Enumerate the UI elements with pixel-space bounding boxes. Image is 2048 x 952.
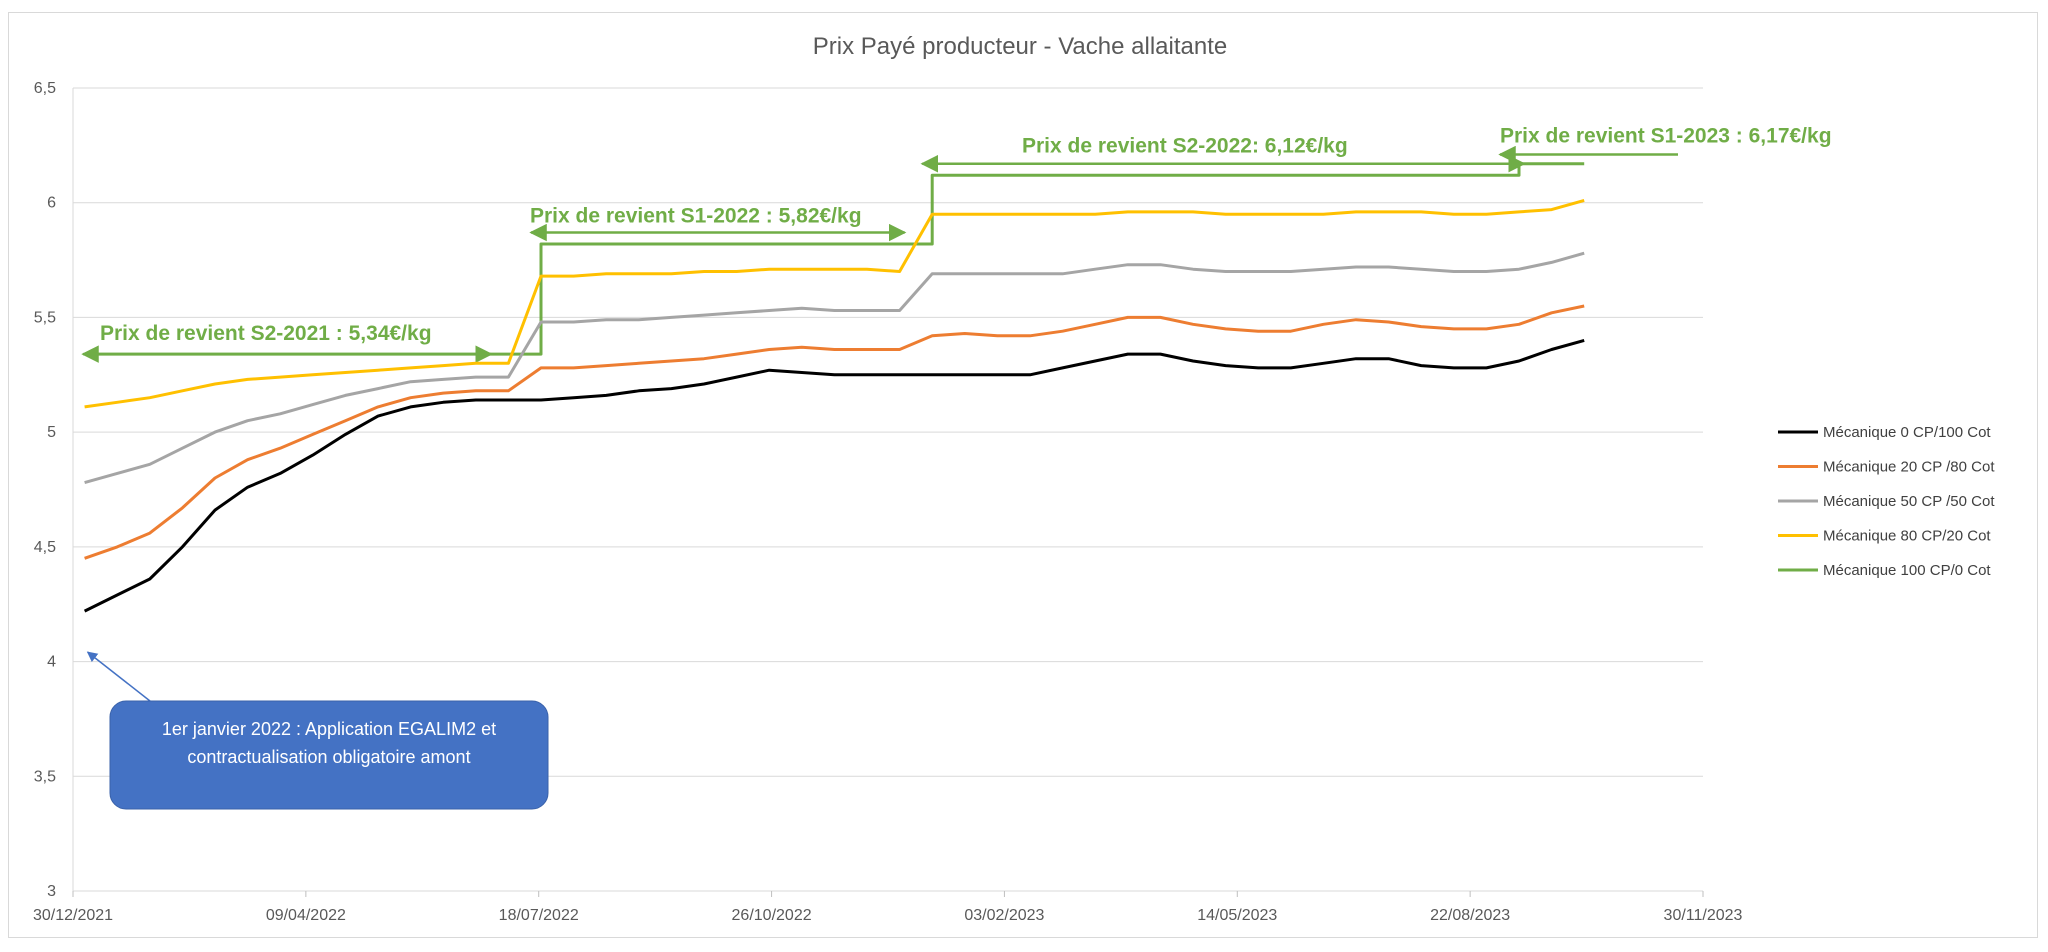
legend-label: Mécanique 0 CP/100 Cot [1823,424,1991,441]
x-tick-label: 30/11/2023 [1664,907,1743,924]
y-tick-label: 3 [47,883,56,900]
legend-label: Mécanique 100 CP/0 Cot [1823,562,1991,579]
x-tick-label: 03/02/2023 [964,907,1044,924]
series-line [83,338,1585,613]
x-tick-label: 09/04/2022 [266,907,346,924]
y-tick-label: 5 [47,424,56,441]
x-tick-label: 22/08/2023 [1430,907,1510,924]
x-tick-label: 30/12/2021 [33,907,113,924]
legend-label: Mécanique 50 CP /50 Cot [1823,493,1995,510]
x-tick-label: 26/10/2022 [732,907,812,924]
callout-text-line2: contractualisation obligatoire amont [187,747,470,767]
chart-title: Prix Payé producteur - Vache allaitante [813,33,1227,60]
y-tick-label: 4,5 [34,539,56,556]
y-tick-label: 6,5 [34,80,56,97]
callout-text-line1: 1er janvier 2022 : Application EGALIM2 e… [162,719,496,739]
y-tick-label: 5,5 [34,309,56,326]
y-tick-label: 3,5 [34,768,56,785]
x-axis-ticks: 30/12/2021 09/04/2022 18/07/2022 26/10/2022… [33,891,1743,924]
series-lines [83,162,1585,613]
chart-frame [8,12,2038,938]
series-line [84,198,1585,409]
x-tick-label: 14/05/2023 [1197,907,1277,924]
annotation-label-s2-2022: Prix de revient S2-2022: 6,12€/kg [1022,135,1348,158]
series-line [84,251,1585,485]
annotation-label-s2-2021: Prix de revient S2-2021 : 5,34€/kg [100,322,432,345]
annotation-label-s1-2023: Prix de revient S1-2023 : 6,17€/kg [1500,125,1832,148]
y-axis-ticks: 3 3,5 4 4,5 5 5,5 6 6,5 [34,80,56,900]
callout-pointer [86,651,151,702]
legend-label: Mécanique 20 CP /80 Cot [1823,459,1995,476]
series-line [84,162,1585,356]
callout-box [109,700,549,810]
y-tick-label: 4 [47,654,56,671]
annotations: Prix de revient S2-2021 : 5,34€/kg Prix d… [81,125,1832,363]
legend: Mécanique 0 CP/100 Cot Mécanique 20 CP /8… [1778,424,1995,579]
series-line [84,304,1585,560]
callout: 1er janvier 2022 : Application EGALIM2 e… [86,651,549,810]
legend-label: Mécanique 80 CP/20 Cot [1823,528,1991,545]
y-tick-label: 6 [47,195,56,212]
gridlines [72,87,1703,892]
annotation-label-s1-2022: Prix de revient S1-2022 : 5,82€/kg [530,205,862,228]
x-tick-label: 18/07/2022 [499,907,579,924]
